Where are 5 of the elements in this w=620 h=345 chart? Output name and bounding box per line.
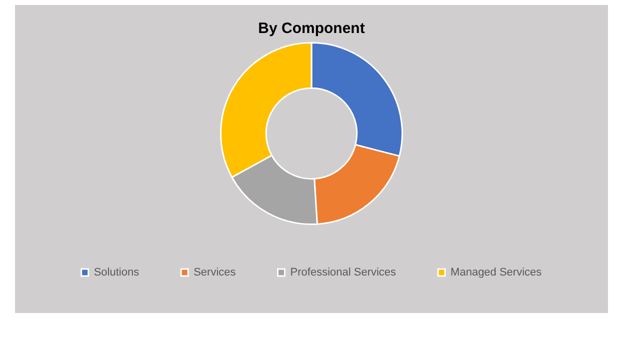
- chart-title: By Component: [258, 20, 365, 38]
- legend-label: Professional Services: [290, 266, 397, 279]
- legend-label: Managed Services: [450, 266, 542, 279]
- legend-label: Solutions: [94, 266, 140, 279]
- legend-label: Services: [194, 266, 236, 279]
